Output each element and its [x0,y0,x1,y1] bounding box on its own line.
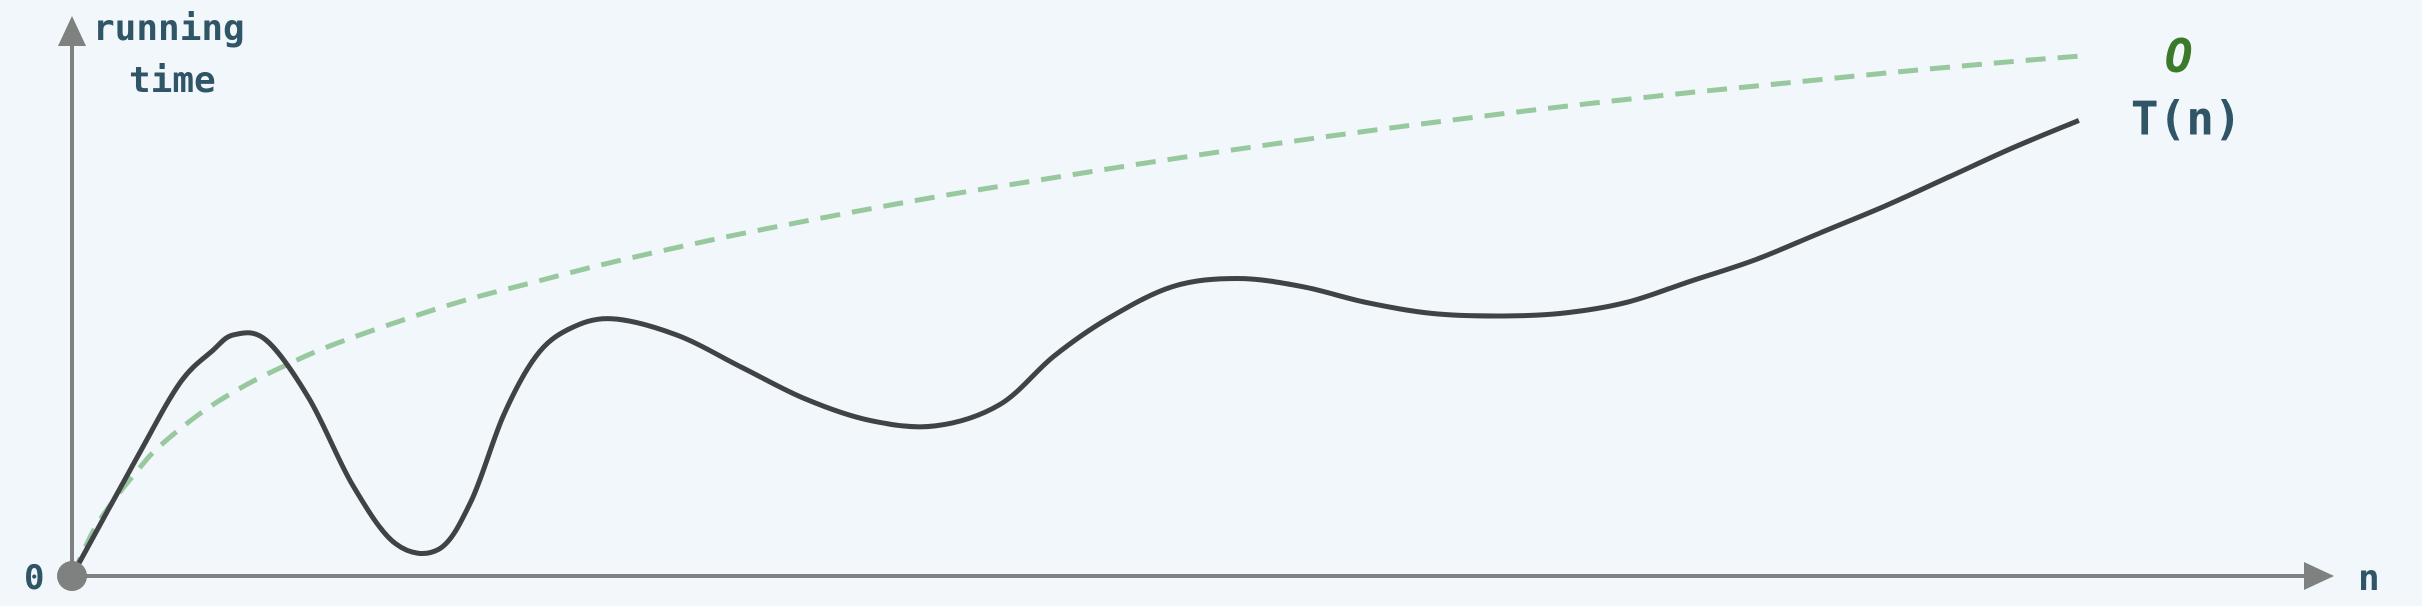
x-axis-arrowhead [2304,562,2334,590]
axes [58,16,2334,590]
series-line-o [69,53,2080,578]
y-axis-label-line-1: running [93,8,245,49]
series-line-t-n [69,118,2080,578]
origin-label: 0 [24,558,44,598]
y-axis-label-line-2: time [129,60,216,101]
series-group [69,53,2080,578]
x-axis-label: n [2358,558,2380,599]
y-axis-arrowhead [58,16,86,46]
origin-dot [57,561,87,591]
series-label-o: O [2165,29,2193,83]
series-label-t-n: T(n) [2131,91,2242,145]
labels: 0 n running time O T(n) [24,8,2380,599]
